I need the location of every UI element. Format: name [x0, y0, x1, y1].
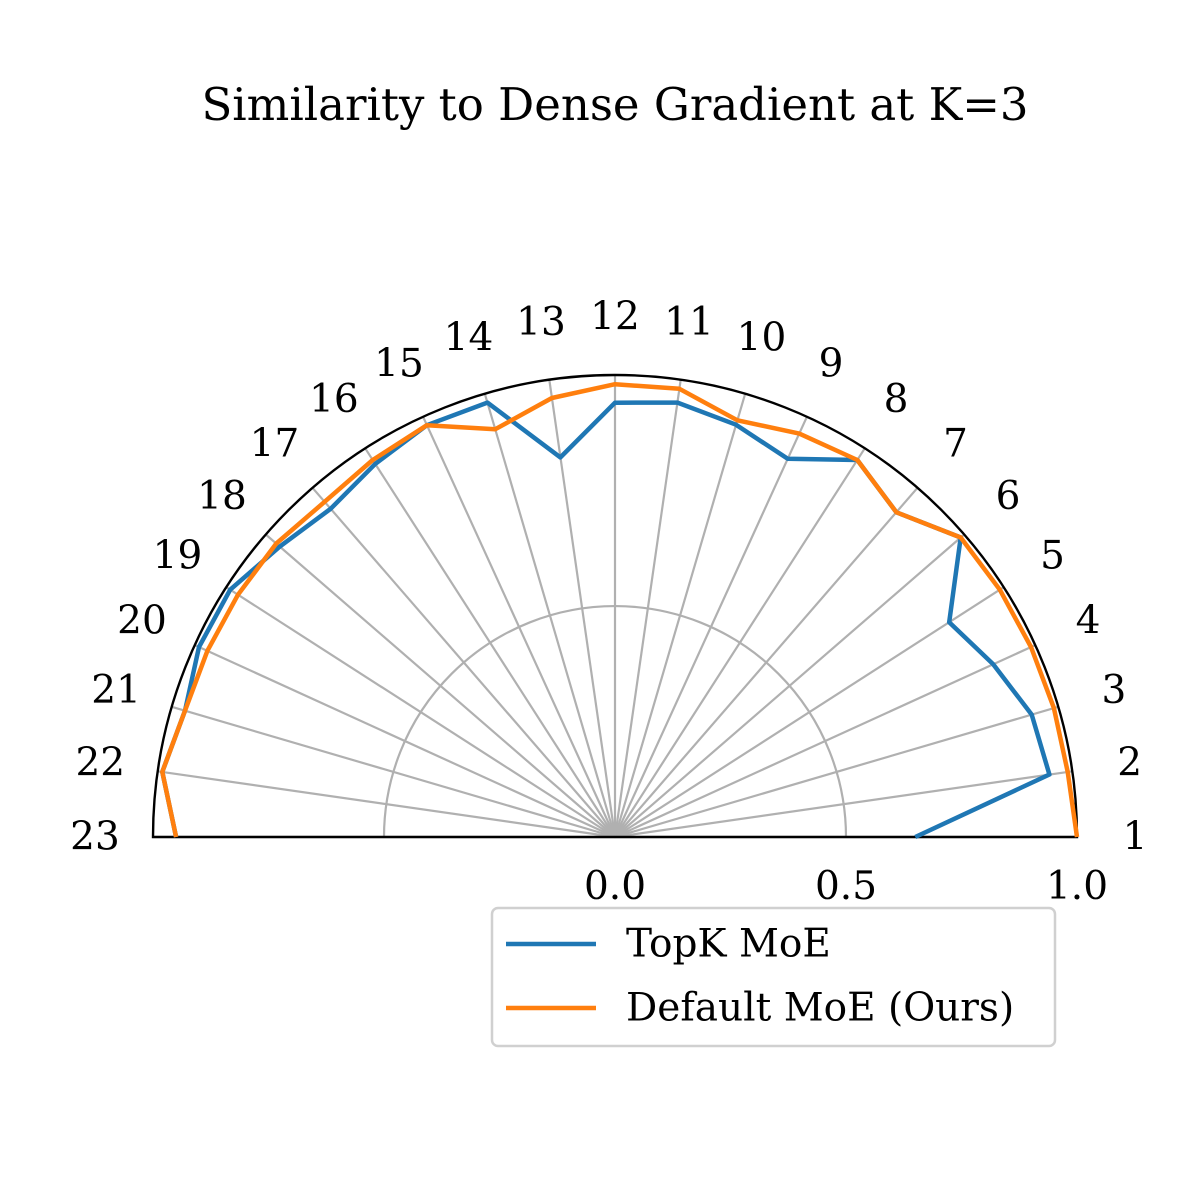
- angle-tick-label: 8: [884, 377, 909, 422]
- angle-tick-label: 4: [1076, 599, 1101, 644]
- radial-tick-labels: 0.0 0.5 1.0: [584, 864, 1108, 909]
- legend-label: TopK MoE: [626, 922, 831, 967]
- angle-tick-label: 22: [75, 741, 125, 786]
- angle-tick-label: 3: [1101, 668, 1126, 713]
- angle-tick-label: 12: [590, 295, 640, 340]
- angle-tick-label: 14: [444, 316, 494, 361]
- angle-tick-label: 5: [1040, 533, 1065, 578]
- angle-tick-label: 1: [1123, 815, 1148, 860]
- angle-tick-label: 23: [70, 815, 120, 860]
- angle-tick-label: 9: [819, 342, 844, 387]
- angle-tick-label: 11: [664, 300, 714, 345]
- angle-tick-label: 15: [374, 342, 424, 387]
- angle-tick-label: 18: [197, 474, 247, 519]
- series-line: [160, 381, 1080, 838]
- angle-tick-label: 19: [153, 533, 203, 578]
- series-line: [160, 400, 1052, 840]
- chart-title: Similarity to Dense Gradient at K=3: [201, 78, 1028, 131]
- angle-tick-label: 20: [117, 599, 167, 644]
- angle-tick-label: 10: [737, 316, 787, 361]
- angle-tick-label: 13: [516, 300, 566, 345]
- radial-tick-label: 0.0: [584, 864, 646, 909]
- angle-tick-label: 16: [309, 377, 359, 422]
- angle-tick-label: 2: [1117, 741, 1142, 786]
- radial-tick-label: 0.5: [815, 864, 877, 909]
- angle-tick-label: 6: [996, 474, 1021, 519]
- angle-tick-label: 7: [943, 422, 968, 467]
- polar-frame: [151, 373, 1079, 839]
- legend: TopK MoE Default MoE (Ours): [490, 906, 1057, 1048]
- legend-label: Default MoE (Ours): [626, 986, 1014, 1031]
- legend-box: [490, 906, 1057, 1048]
- polar-outline: [151, 373, 1079, 839]
- angle-tick-label: 21: [91, 668, 141, 713]
- radial-tick-label: 1.0: [1046, 864, 1108, 909]
- grid-ring: [382, 604, 848, 838]
- series-lines: [160, 381, 1080, 840]
- angle-tick-label: 17: [250, 422, 300, 467]
